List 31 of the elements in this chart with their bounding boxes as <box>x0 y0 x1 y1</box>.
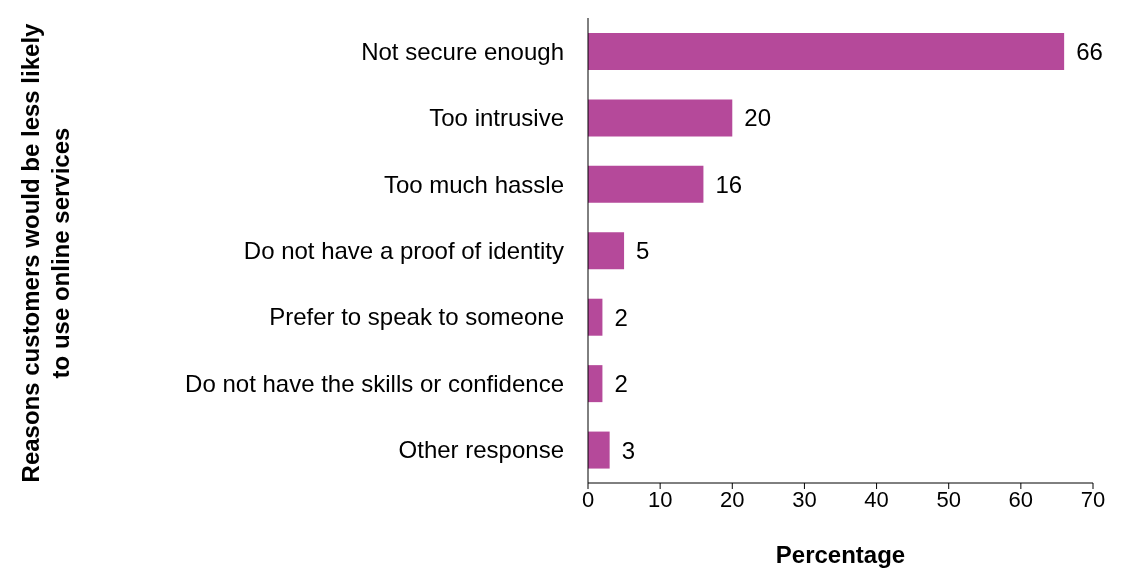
bar <box>588 33 1065 70</box>
x-tick-label: 30 <box>792 486 817 512</box>
x-tick-label: 20 <box>720 486 745 512</box>
y-tick-label: Other response <box>398 436 564 464</box>
bar <box>588 298 603 336</box>
y-tick-label: Too much hassle <box>383 170 564 198</box>
y-tick-label: Too intrusive <box>429 104 564 132</box>
bar <box>588 431 610 469</box>
y-axis-title: Reasons customers would be less likely to use online services <box>16 22 75 485</box>
data-label: 16 <box>715 170 743 198</box>
x-tick-label: 10 <box>647 486 673 512</box>
data-label: 66 <box>1076 38 1103 66</box>
bar <box>588 99 733 137</box>
bar <box>588 165 704 203</box>
x-tick-label: 0 <box>581 486 595 512</box>
x-tick-label: 70 <box>1080 486 1106 512</box>
x-axis-title: Percentage <box>775 541 906 568</box>
y-tick-label: Not secure enough <box>361 37 564 65</box>
bar <box>588 365 603 403</box>
x-tick-label: 50 <box>936 486 961 512</box>
data-label: 3 <box>621 436 635 464</box>
y-tick-label: Do not have the skills or confidence <box>185 369 564 397</box>
data-label: 5 <box>636 237 650 265</box>
data-label: 20 <box>744 104 771 132</box>
data-label: 2 <box>614 303 628 331</box>
x-tick-label: 60 <box>1008 486 1034 512</box>
y-tick-label: Do not have a proof of identity <box>243 237 564 265</box>
bar <box>588 232 625 270</box>
data-label: 2 <box>614 370 628 398</box>
x-tick-label: 40 <box>864 486 889 512</box>
y-tick-label: Prefer to speak to someone <box>269 303 564 331</box>
